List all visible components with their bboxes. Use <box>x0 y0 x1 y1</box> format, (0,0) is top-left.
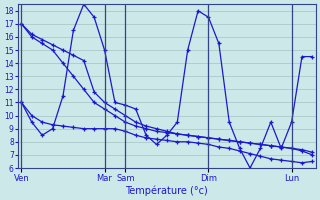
X-axis label: Température (°c): Température (°c) <box>125 185 208 196</box>
